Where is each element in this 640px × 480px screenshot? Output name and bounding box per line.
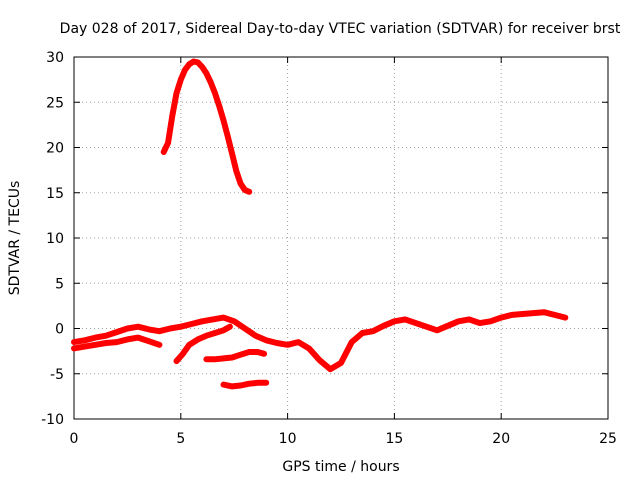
series-arc-high (160, 58, 253, 195)
series-arc-bottom (220, 379, 270, 390)
series-layer (71, 58, 569, 390)
y-tick-label: 0 (55, 322, 64, 338)
y-tick-label: 5 (55, 276, 64, 292)
x-tick-label: 15 (385, 431, 403, 447)
y-tick-label: 15 (46, 186, 64, 202)
series-arc-mid-low (203, 349, 268, 363)
y-tick-label: 10 (46, 231, 64, 247)
chart-title: Day 028 of 2017, Sidereal Day-to-day VTE… (60, 21, 621, 37)
x-axis-label: GPS time / hours (282, 459, 399, 475)
series-arc-main (71, 309, 569, 373)
y-tick-label: 20 (46, 141, 64, 157)
y-tick-label: -5 (50, 367, 64, 383)
series-arc-dip (173, 323, 233, 365)
x-tick-label: 5 (176, 431, 185, 447)
series-arc-low (71, 334, 163, 352)
x-tick-label: 10 (279, 431, 297, 447)
x-tick-label: 20 (492, 431, 510, 447)
y-tick-label: -10 (41, 412, 64, 428)
x-tick-label: 0 (70, 431, 79, 447)
x-tick-label: 25 (599, 431, 617, 447)
ticks: 0 5 10 15 20 25 -10 -5 0 5 10 15 20 25 30 (41, 50, 617, 447)
y-tick-label: 25 (46, 95, 64, 111)
y-tick-label: 30 (46, 50, 64, 66)
y-axis-label: SDTVAR / TECUs (7, 181, 23, 296)
